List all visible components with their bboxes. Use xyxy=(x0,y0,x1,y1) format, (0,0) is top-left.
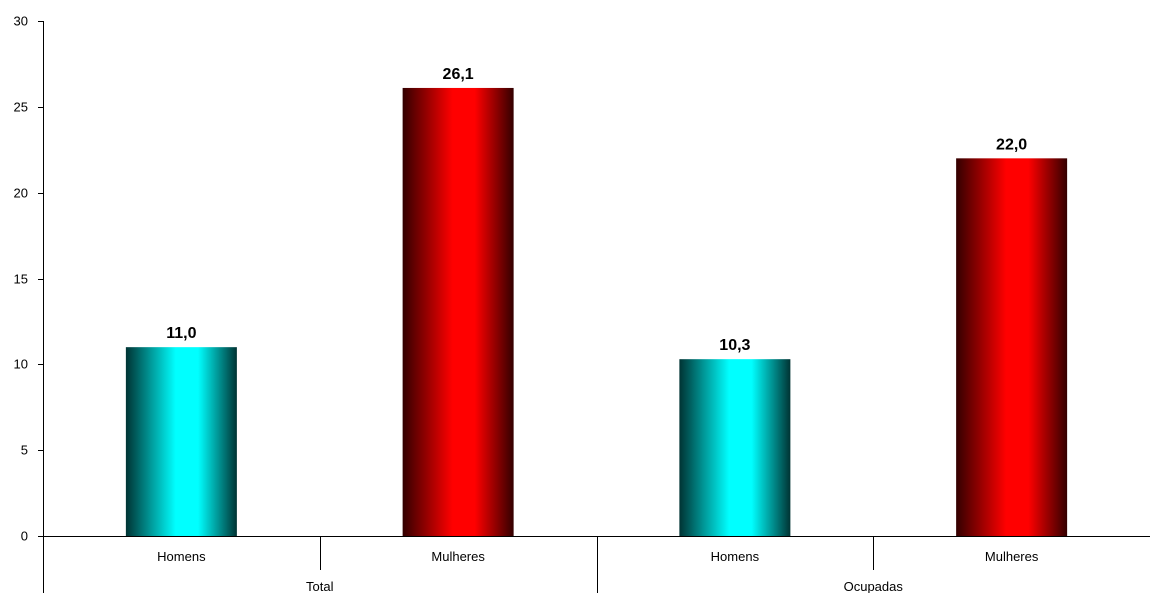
category-label: Mulheres xyxy=(431,549,485,564)
y-tick-label: 20 xyxy=(14,186,28,201)
y-tick-label: 10 xyxy=(14,357,28,372)
category-label: Homens xyxy=(157,549,206,564)
bar-total-homens xyxy=(125,347,237,536)
group-label: Ocupadas xyxy=(844,579,904,593)
data-label: 10,3 xyxy=(719,337,750,354)
bars: 11,0 26,1 10,3 22,0 xyxy=(125,66,1068,537)
x-axis: Homens Mulheres Homens Mulheres Total Ocupada… xyxy=(43,536,1150,593)
category-label: Mulheres xyxy=(985,549,1039,564)
data-label: 11,0 xyxy=(166,325,196,342)
category-label: Homens xyxy=(711,549,760,564)
group-label: Total xyxy=(306,579,334,593)
y-axis: 0 5 10 15 20 25 30 xyxy=(14,14,44,593)
y-tick-label: 0 xyxy=(21,529,28,544)
y-tick-label: 30 xyxy=(14,14,28,29)
y-tick-label: 25 xyxy=(14,100,28,115)
bar-total-mulheres xyxy=(402,87,514,536)
bar-ocupadas-homens xyxy=(679,359,791,536)
y-tick-label: 5 xyxy=(21,443,28,458)
data-label: 26,1 xyxy=(443,66,474,83)
data-label: 22,0 xyxy=(996,136,1027,153)
bar-ocupadas-mulheres xyxy=(956,158,1068,537)
y-tick-label: 15 xyxy=(14,272,28,287)
